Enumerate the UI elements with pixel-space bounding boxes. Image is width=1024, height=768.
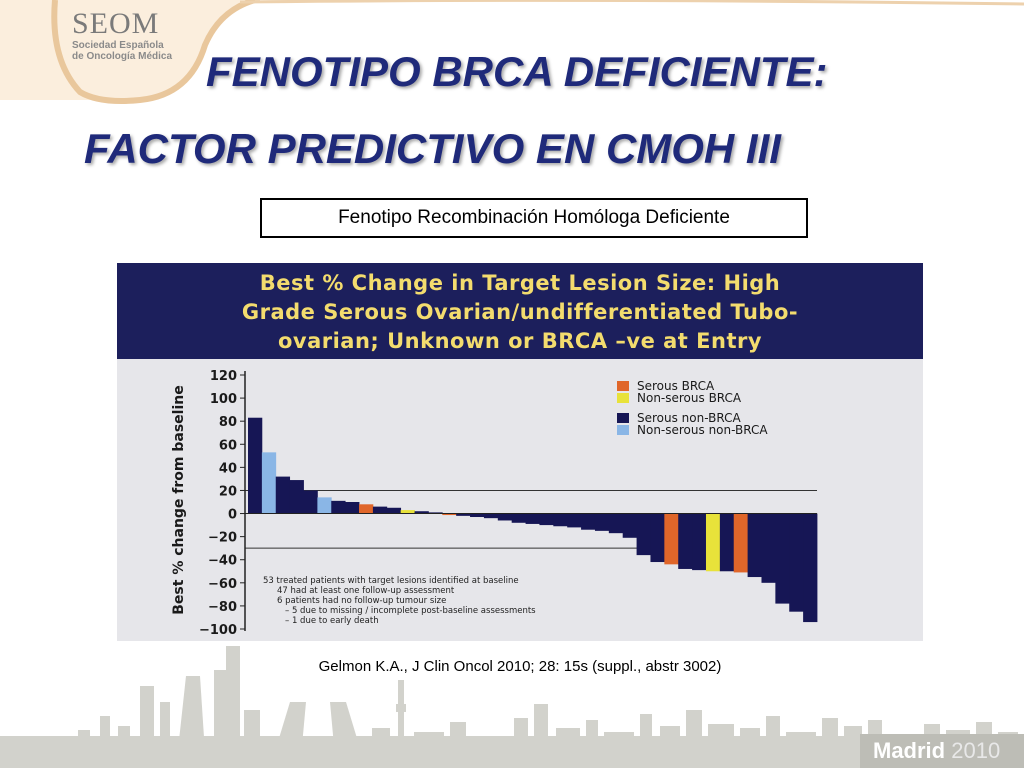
legend-label: Non-serous BRCA [637, 391, 742, 405]
footnote-line: 6 patients had no follow-up tumour size [277, 596, 446, 606]
footnote-line: – 1 due to early death [285, 616, 379, 626]
bar [567, 513, 582, 528]
bar [303, 490, 318, 514]
corner-decoration [0, 0, 260, 104]
boxed-label: Fenotipo Recombinación Homóloga Deficien… [260, 198, 808, 238]
legend-label: Non-serous non-BRCA [637, 423, 768, 437]
figure-header: Best % Change in Target Lesion Size: Hig… [117, 263, 923, 359]
legend-swatch [617, 381, 629, 391]
bar [678, 513, 693, 569]
footer-year: 2010 [951, 738, 1001, 763]
bar [539, 513, 554, 526]
y-tick-label: 120 [210, 369, 237, 384]
y-tick-label: 40 [219, 461, 237, 476]
bar [553, 513, 568, 527]
y-tick-label: −60 [208, 577, 237, 592]
legend-swatch [617, 393, 629, 403]
bar [470, 513, 485, 518]
bar [248, 417, 263, 514]
bar [331, 500, 346, 514]
legend-label: Serous non-BRCA [637, 411, 741, 425]
bar [289, 480, 304, 514]
bar [511, 513, 526, 523]
bar [414, 511, 429, 514]
slide-title-line-1: FENOTIPO BRCA DEFICIENTE: [206, 48, 828, 95]
bar [775, 513, 790, 604]
chart-footnote: 53 treated patients with target lesions … [263, 576, 536, 626]
bar [581, 513, 596, 530]
figure-panel: Best % Change in Target Lesion Size: Hig… [117, 263, 923, 641]
bar [372, 506, 388, 514]
y-tick-label: 0 [228, 508, 237, 523]
y-axis-label: Best % change from baseline [171, 385, 187, 614]
bar [400, 510, 415, 514]
bar [483, 513, 499, 519]
city-skyline-illustration [0, 646, 1024, 768]
bar [664, 513, 679, 565]
y-tick-label: −100 [199, 623, 237, 638]
bar [650, 513, 665, 563]
figure-header-line-1: Best % Change in Target Lesion Size: Hig… [259, 271, 781, 295]
footnote-line: 47 had at least one follow-up assessment [277, 586, 455, 596]
bar [359, 504, 374, 514]
footer-brand: Madrid 2010 [873, 738, 1000, 764]
y-tick-label: 80 [219, 415, 237, 430]
slide-title-line-2: FACTOR PREDICTIVO EN CMOH III [84, 125, 781, 172]
bar [456, 513, 471, 516]
y-tick-label: −40 [208, 554, 237, 569]
top-accent-line [239, 0, 1024, 6]
seom-logo: SEOM Sociedad Española de Oncología Médi… [72, 7, 173, 63]
citation: Gelmon K.A., J Clin Oncol 2010; 28: 15s … [318, 658, 722, 675]
waterfall-chart: Best % change from baseline 120 100 80 60 40… [171, 369, 818, 638]
bar [733, 513, 749, 573]
bar [442, 513, 457, 516]
logo-name: SEOM [72, 7, 160, 40]
y-tick-label: 60 [219, 438, 237, 453]
bar [705, 513, 721, 572]
footnote-line: – 5 due to missing / incomplete post-bas… [285, 606, 536, 616]
y-tick-label: 20 [219, 484, 237, 499]
bar [497, 513, 513, 521]
y-tick-label: 100 [210, 392, 237, 407]
bar [317, 497, 332, 514]
y-tick-label: −80 [208, 600, 237, 615]
legend-swatch [617, 413, 629, 423]
footnote-line: 53 treated patients with target lesions … [263, 576, 519, 586]
bar [761, 513, 776, 583]
bar [803, 513, 818, 623]
y-tick-label: −20 [208, 531, 237, 546]
logo-line-1: Sociedad Española [72, 40, 164, 51]
bar [594, 513, 610, 531]
bar [608, 513, 624, 534]
legend-label: Serous BRCA [637, 379, 715, 393]
bar [789, 513, 804, 612]
bar [719, 513, 735, 572]
bar [275, 476, 291, 514]
bar [261, 452, 277, 514]
figure-header-line-3: ovarian; Unknown or BRCA –ve at Entry [277, 329, 763, 353]
bar [747, 513, 762, 578]
bar [692, 513, 707, 571]
bar [345, 502, 360, 514]
bar [636, 513, 651, 556]
figure-header-line-2: Grade Serous Ovarian/undifferentiated Tu… [241, 300, 799, 324]
bar [525, 513, 540, 524]
footer-city: Madrid [873, 738, 946, 763]
legend-swatch [617, 425, 629, 435]
bar [622, 513, 637, 538]
logo-line-2: de Oncología Médica [72, 51, 173, 62]
bar [386, 507, 402, 514]
